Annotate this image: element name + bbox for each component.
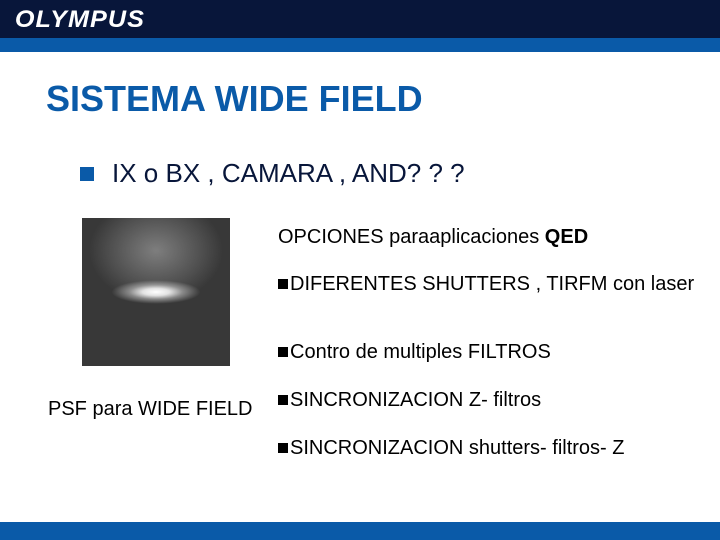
- sub-item-text: Contro de multiples FILTROS: [290, 340, 551, 365]
- opciones-bold: QED: [545, 226, 588, 248]
- brand-logo: OLYMPUS: [15, 6, 145, 34]
- sub-item-text: SINCRONIZACION shutters- filtros- Z: [290, 436, 624, 461]
- mini-bullet-icon: [278, 347, 288, 357]
- mini-bullet-icon: [278, 395, 288, 405]
- sub-item-text: DIFERENTES SHUTTERS , TIRFM con laser: [290, 272, 694, 297]
- mini-bullet-icon: [278, 279, 288, 289]
- slide-title: SISTEMA WIDE FIELD: [46, 78, 423, 120]
- sub-item-4: SINCRONIZACION shutters- filtros- Z: [278, 436, 700, 473]
- main-bullet-row: IX o BX , CAMARA , AND? ? ?: [80, 158, 465, 189]
- opciones-prefix: OPCIONES paraaplicaciones: [278, 226, 545, 248]
- sub-item-1: DIFERENTES SHUTTERS , TIRFM con laser: [278, 272, 700, 309]
- sub-item-2: Contro de multiples FILTROS: [278, 340, 700, 377]
- mini-bullet-icon: [278, 443, 288, 453]
- sub-item-text: SINCRONIZACION Z- filtros: [290, 388, 541, 413]
- sub-item-3: SINCRONIZACION Z- filtros: [278, 388, 700, 425]
- square-bullet-icon: [80, 167, 94, 181]
- psf-image: [82, 218, 230, 366]
- slide-header: OLYMPUS: [0, 0, 720, 58]
- main-bullet-text: IX o BX , CAMARA , AND? ? ?: [112, 158, 465, 189]
- header-blue-band: [0, 38, 720, 52]
- opciones-heading: OPCIONES paraaplicaciones QED: [278, 226, 588, 249]
- psf-caption: PSF para WIDE FIELD: [48, 398, 253, 421]
- slide-footer-bar: [0, 522, 720, 540]
